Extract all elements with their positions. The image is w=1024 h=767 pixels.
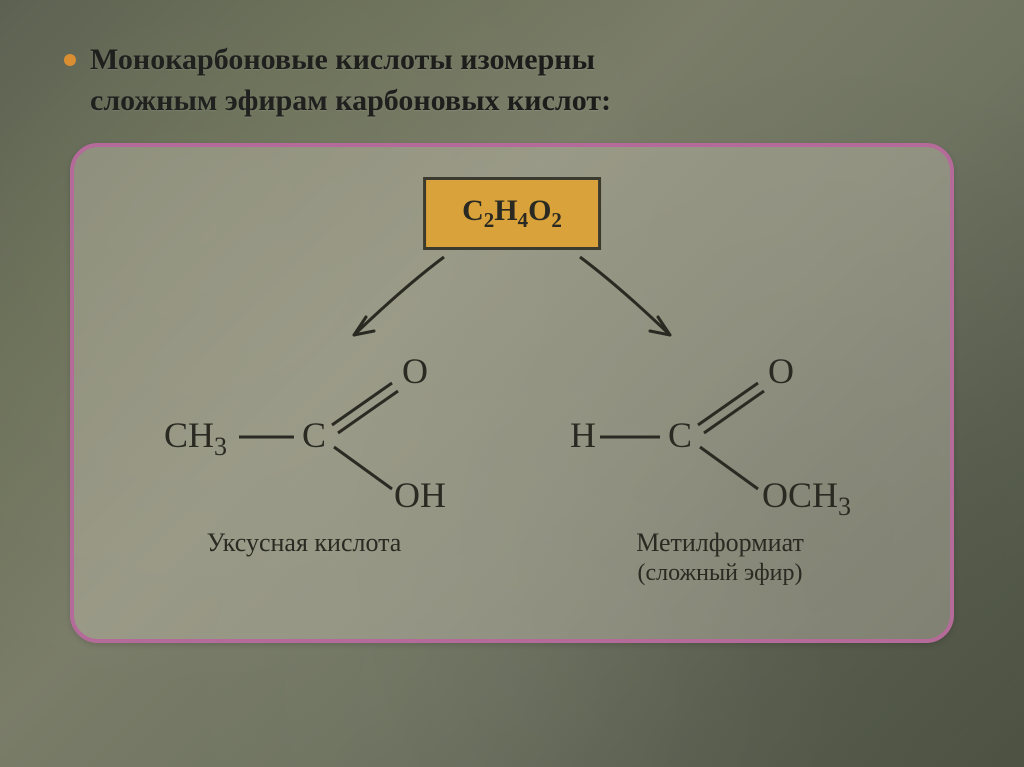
- methyl-formate-label: Метилформиат: [550, 527, 890, 560]
- formula-h: H: [494, 194, 517, 227]
- methyl-formate-sublabel: (сложный эфир): [550, 560, 890, 587]
- acetic-acid-svg: CH3 C O OH: [154, 347, 454, 517]
- svg-text:C: C: [668, 415, 692, 455]
- acetic-acid-label: Уксусная кислота: [154, 527, 454, 560]
- formula-o: O: [528, 194, 551, 227]
- formula-sub-2a: 2: [484, 208, 495, 232]
- svg-text:O: O: [768, 351, 794, 391]
- svg-text:C: C: [302, 415, 326, 455]
- formula-sub-2b: 2: [551, 208, 562, 232]
- heading-block: Монокарбоновые кислоты изомерны сложным …: [64, 40, 974, 121]
- methyl-formate-svg: H C O OCH3: [550, 347, 890, 517]
- formula-sub-4: 4: [518, 208, 529, 232]
- svg-text:O: O: [402, 351, 428, 391]
- svg-text:OH: OH: [394, 475, 446, 515]
- svg-text:H: H: [570, 415, 596, 455]
- structure-methyl-formate: H C O OCH3 Метилформиат (сложный эфир): [550, 347, 890, 587]
- formula-c: C: [462, 194, 484, 227]
- heading-text: Монокарбоновые кислоты изомерны сложным …: [90, 40, 611, 121]
- arrow-right-icon: [560, 247, 700, 357]
- diagram-container: C2H4O2 CH3 C O: [70, 143, 954, 643]
- heading-line-1: Монокарбоновые кислоты изомерны: [90, 43, 595, 76]
- bullet-icon: [64, 54, 76, 66]
- molecular-formula: C2H4O2: [423, 177, 601, 250]
- structure-acetic-acid: CH3 C O OH Уксусная кислота: [154, 347, 454, 560]
- svg-text:OCH3: OCH3: [762, 475, 851, 517]
- svg-text:CH3: CH3: [164, 415, 227, 461]
- heading-line-2: сложным эфирам карбоновых кислот:: [90, 84, 611, 117]
- arrow-left-icon: [324, 247, 464, 357]
- slide: Монокарбоновые кислоты изомерны сложным …: [0, 0, 1024, 767]
